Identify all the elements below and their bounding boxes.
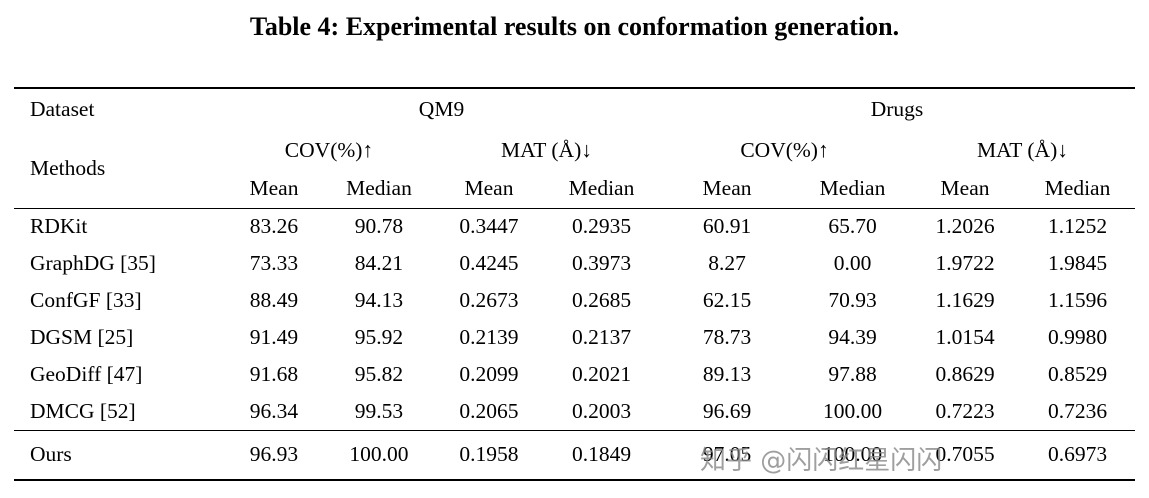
value-cell: 99.53: [354, 398, 404, 423]
stat-header: Mean: [249, 176, 299, 201]
value-cell: 0.8529: [1047, 362, 1108, 386]
value-cell: 96.34: [249, 398, 299, 423]
value-cell: 1.2026: [935, 214, 995, 239]
method-cell: Ours: [13, 429, 224, 480]
methods-header: Methods: [29, 156, 106, 181]
value-cell: 91.68: [249, 362, 299, 386]
value-cell: 0.00: [833, 251, 872, 275]
table-row: RDKit 83.26 90.78 0.3447 0.2935 60.91 65…: [14, 208, 1135, 245]
value-cell: 91.49: [249, 325, 299, 349]
value-cell: 94.13: [354, 288, 404, 312]
value-cell: 96.69: [702, 398, 752, 423]
table-row-ours: Ours 96.93 100.00 0.1958 0.1849 97.05 10…: [13, 429, 1136, 480]
cov-header-qm9: COV(%)↑: [284, 137, 374, 162]
value-cell: 100.00: [822, 398, 883, 423]
value-cell: 100.00: [795, 429, 911, 480]
table-row: DMCG [52] 96.34 99.53 0.2065 0.2003 96.6…: [14, 393, 1135, 430]
table-row: GeoDiff [47] 91.68 95.82 0.2099 0.2021 8…: [14, 356, 1135, 393]
value-cell: 78.73: [702, 325, 752, 349]
method-cell: RDKit: [29, 214, 88, 239]
drugs-header: Drugs: [870, 97, 924, 121]
value-cell: 1.9722: [935, 251, 995, 275]
mat-header-qm9: MAT (Å)↓: [501, 137, 592, 162]
value-cell: 0.7223: [935, 398, 995, 423]
value-cell: 96.93: [223, 429, 324, 480]
value-cell: 0.6973: [1020, 429, 1136, 480]
value-cell: 0.2137: [571, 325, 632, 349]
method-cell: GeoDiff [47]: [29, 362, 143, 386]
value-cell: 0.4245: [459, 251, 519, 275]
table-row: DGSM [25] 91.49 95.92 0.2139 0.2137 78.7…: [14, 319, 1135, 356]
value-cell: 90.78: [354, 214, 404, 239]
dataset-header: Dataset: [29, 97, 95, 121]
value-cell: 62.15: [702, 288, 752, 312]
stat-header: Mean: [702, 176, 752, 201]
value-cell: 0.9980: [1047, 325, 1108, 349]
value-cell: 100.00: [323, 429, 434, 480]
value-cell: 73.33: [249, 251, 299, 275]
value-cell: 0.2935: [571, 214, 632, 239]
value-cell: 1.1596: [1047, 288, 1108, 312]
value-cell: 0.2673: [459, 288, 519, 312]
value-cell: 0.3447: [459, 214, 519, 239]
stat-header: Mean: [464, 176, 514, 201]
value-cell: 8.27: [708, 251, 746, 275]
stat-header: Mean: [940, 176, 990, 201]
table-caption: Table 4: Experimental results on conform…: [249, 12, 900, 41]
value-cell: 65.70: [828, 214, 877, 239]
value-cell: 1.0154: [935, 325, 995, 349]
value-cell: 1.9845: [1047, 251, 1108, 275]
value-cell: 0.7236: [1047, 398, 1108, 423]
value-cell: 89.13: [702, 362, 752, 386]
table-row: GraphDG [35] 73.33 84.21 0.4245 0.3973 8…: [14, 245, 1135, 282]
stat-header: Median: [819, 176, 886, 201]
stat-header: Median: [346, 176, 412, 201]
value-cell: 0.2099: [459, 362, 519, 386]
stat-header: Median: [1044, 176, 1111, 201]
value-cell: 88.49: [249, 288, 299, 312]
value-cell: 1.1252: [1047, 214, 1108, 239]
qm9-header: QM9: [418, 97, 465, 121]
value-cell: 1.1629: [935, 288, 995, 312]
value-cell: 0.2021: [571, 362, 632, 386]
table-row: ConfGF [33] 88.49 94.13 0.2673 0.2685 62…: [14, 282, 1135, 319]
value-cell: 0.7055: [910, 429, 1021, 480]
value-cell: 60.91: [702, 214, 752, 239]
value-cell: 94.39: [828, 325, 877, 349]
value-cell: 95.82: [354, 362, 404, 386]
method-cell: GraphDG [35]: [29, 251, 156, 275]
value-cell: 0.1958: [433, 429, 544, 480]
value-cell: 84.21: [354, 251, 404, 275]
mat-header-drugs: MAT (Å)↓: [977, 137, 1068, 162]
value-cell: 0.2065: [459, 398, 519, 423]
value-cell: 0.8629: [935, 362, 995, 386]
value-cell: 0.2685: [571, 288, 632, 312]
value-cell: 0.2003: [571, 398, 632, 423]
method-cell: DMCG [52]: [29, 398, 136, 423]
method-cell: DGSM [25]: [29, 325, 134, 349]
value-cell: 97.88: [828, 362, 877, 386]
value-cell: 0.1849: [543, 429, 660, 480]
results-table: Dataset QM9 Drugs Methods COV(%)↑ MAT (Å…: [13, 87, 1136, 481]
method-cell: ConfGF [33]: [29, 288, 142, 312]
value-cell: 95.92: [354, 325, 404, 349]
value-cell: 0.2139: [459, 325, 519, 349]
value-cell: 70.93: [828, 288, 877, 312]
stat-header: Median: [568, 176, 635, 201]
value-cell: 97.05: [659, 429, 796, 480]
value-cell: 0.3973: [571, 251, 632, 275]
cov-header-drugs: COV(%)↑: [740, 137, 829, 162]
value-cell: 83.26: [249, 214, 299, 239]
